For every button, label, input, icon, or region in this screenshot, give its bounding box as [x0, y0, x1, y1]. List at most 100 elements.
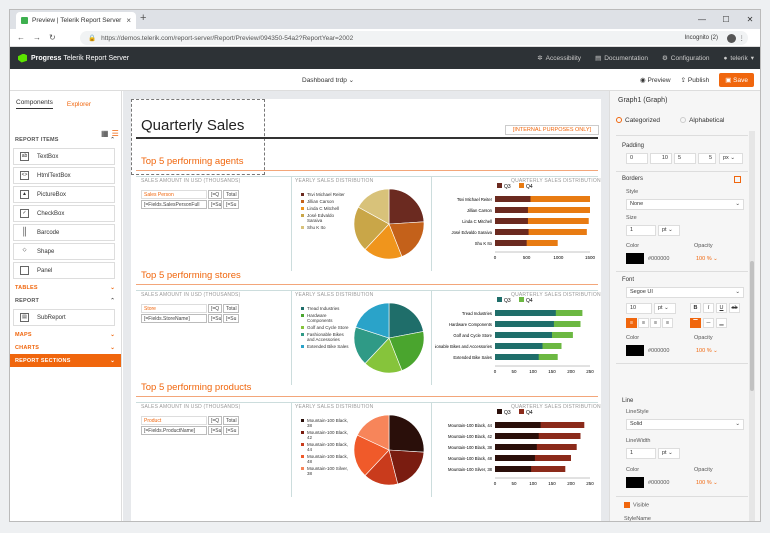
minimize-icon[interactable]: —: [698, 15, 706, 24]
valign-bottom-button[interactable]: ▁: [716, 318, 727, 328]
field-expression-cell[interactable]: [=Fields.StoreName]: [141, 314, 207, 323]
line-opacity-value[interactable]: 100 % ⌄: [696, 480, 718, 486]
bar-q3[interactable]: [495, 332, 552, 338]
reload-icon[interactable]: ↻: [49, 33, 56, 42]
total-header-cell[interactable]: Total: [223, 416, 239, 425]
quarter-header-cell[interactable]: [=Q: [208, 304, 222, 313]
browser-menu-icon[interactable]: ⋮: [738, 35, 746, 42]
field-expression-cell[interactable]: [=Fields.ProductName]: [141, 426, 207, 435]
bar-q3[interactable]: [495, 229, 529, 235]
border-color-swatch[interactable]: [626, 253, 644, 264]
tab-components[interactable]: Components: [16, 99, 53, 109]
component-checkbox[interactable]: ✓ CheckBox: [13, 205, 115, 222]
section-maps[interactable]: MAPS ⌄: [10, 328, 121, 341]
pie-chart[interactable]: [349, 298, 429, 378]
border-style-select[interactable]: None ⌄: [626, 199, 744, 210]
bar-q3[interactable]: [495, 240, 527, 246]
bar-q3[interactable]: [495, 218, 528, 224]
section-tables[interactable]: TABLES ⌄: [10, 281, 121, 294]
border-size-input[interactable]: 1: [626, 225, 656, 236]
report-page[interactable]: Quarterly Sales [INTERNAL PURPOSES ONLY]…: [131, 99, 601, 521]
grid-view-icon[interactable]: ▦: [101, 129, 109, 138]
incognito-avatar-icon[interactable]: [727, 33, 736, 43]
total-header-cell[interactable]: Total: [223, 190, 239, 199]
pie-slice[interactable]: [353, 434, 390, 476]
pie-slice[interactable]: [357, 188, 390, 225]
section-report-sections[interactable]: REPORT SECTIONS ⌄: [10, 354, 121, 367]
padding-unit-select[interactable]: px ⌄: [719, 153, 743, 164]
bar-chart[interactable]: Q3 Q4 Tread Industries Hardware Components G…: [435, 292, 595, 384]
forward-icon[interactable]: →: [33, 33, 41, 42]
section-charts[interactable]: CHARTS ⌄: [10, 341, 121, 354]
font-opacity-value[interactable]: 100 % ⌄: [696, 348, 718, 354]
quarter-header-cell[interactable]: [=Q: [208, 416, 222, 425]
bar-chart[interactable]: Q3 Q4 Tsvi Michael Reiter Jillian Carson Lin…: [435, 178, 595, 270]
pie-slice[interactable]: [353, 206, 390, 250]
italic-button[interactable]: I: [703, 303, 714, 313]
pie-chart[interactable]: [349, 410, 429, 490]
bold-button[interactable]: B: [690, 303, 701, 313]
font-family-select[interactable]: Segoe UI ⌄: [626, 287, 744, 298]
padding-top-input[interactable]: 10: [650, 153, 672, 164]
pie-slice[interactable]: [364, 337, 403, 374]
quarter-header-cell[interactable]: [=Q: [208, 190, 222, 199]
align-justify-button[interactable]: ≡: [662, 318, 673, 328]
bar-q3[interactable]: [495, 455, 535, 461]
bar-q3[interactable]: [495, 422, 541, 428]
close-window-icon[interactable]: ✕: [746, 15, 754, 24]
align-left-button[interactable]: ≡: [626, 318, 637, 328]
publish-button[interactable]: ⇪ Publish: [681, 76, 710, 84]
sum-expression-cell[interactable]: [=Su: [223, 426, 239, 435]
tab-close-icon[interactable]: ×: [126, 16, 131, 25]
pie-slice[interactable]: [388, 221, 425, 257]
padding-bottom-input[interactable]: 5: [698, 153, 716, 164]
component-subreport[interactable]: ▤ SubReport: [13, 309, 115, 326]
new-tab-icon[interactable]: +: [140, 12, 147, 24]
browser-tab[interactable]: Preview | Telerik Report Server ×: [16, 12, 136, 29]
row-label-cell[interactable]: Store: [141, 304, 207, 313]
component-picturebox[interactable]: ▲ PictureBox: [13, 186, 115, 203]
sum-expression-cell[interactable]: [=Su: [223, 200, 239, 209]
sum-expression-cell[interactable]: [=Su: [208, 426, 222, 435]
accessibility-link[interactable]: ✲ Accessibility: [537, 54, 581, 63]
pie-slice[interactable]: [388, 449, 425, 485]
linewidth-unit-select[interactable]: pt ⌄: [658, 448, 680, 459]
bar-q3[interactable]: [495, 354, 539, 360]
bar-q3[interactable]: [495, 466, 532, 472]
bar-q3[interactable]: [495, 444, 537, 450]
mode-alphabetical[interactable]: Alphabetical: [680, 117, 724, 124]
pie-slice[interactable]: [388, 302, 424, 339]
pie-slice[interactable]: [364, 223, 403, 260]
bar-q4[interactable]: [495, 229, 587, 235]
pie-slice[interactable]: [353, 326, 390, 364]
line-color-swatch[interactable]: [626, 477, 644, 488]
bar-q3[interactable]: [495, 207, 528, 213]
section-title[interactable]: Top 5 performing products: [141, 382, 252, 393]
row-label-cell[interactable]: Sales Person: [141, 190, 207, 199]
mode-categorized[interactable]: Categorized: [616, 117, 660, 124]
visible-checkbox[interactable]: Visible: [624, 502, 649, 508]
back-icon[interactable]: ←: [17, 33, 25, 42]
align-center-button[interactable]: ≡: [638, 318, 649, 328]
configuration-link[interactable]: ⚙ Configuration: [662, 54, 710, 63]
maximize-icon[interactable]: ☐: [722, 15, 730, 24]
row-label-cell[interactable]: Product: [141, 416, 207, 425]
border-opacity-value[interactable]: 100 % ⌄: [696, 256, 718, 262]
underline-button[interactable]: U: [716, 303, 727, 313]
font-unit-select[interactable]: pt ⌄: [654, 303, 676, 314]
documentation-link[interactable]: ▤ Documentation: [595, 54, 648, 63]
bar-q3[interactable]: [495, 343, 543, 349]
bar-q3[interactable]: [495, 321, 554, 327]
padding-right-input[interactable]: 5: [674, 153, 696, 164]
section-report[interactable]: REPORT ⌃: [10, 294, 121, 307]
report-selector[interactable]: Dashboard trdp ⌄: [302, 76, 354, 84]
report-title[interactable]: Quarterly Sales: [141, 117, 245, 134]
padding-left-input[interactable]: 0: [626, 153, 648, 164]
pie-slice[interactable]: [388, 188, 425, 225]
bar-q3[interactable]: [495, 310, 556, 316]
bar-q4[interactable]: [495, 196, 590, 202]
linewidth-input[interactable]: 1: [626, 448, 656, 459]
scrollbar-thumb[interactable]: [750, 261, 754, 391]
component-htmltextbox[interactable]: <> HtmlTextBox: [13, 167, 115, 184]
pie-slice[interactable]: [356, 414, 390, 451]
